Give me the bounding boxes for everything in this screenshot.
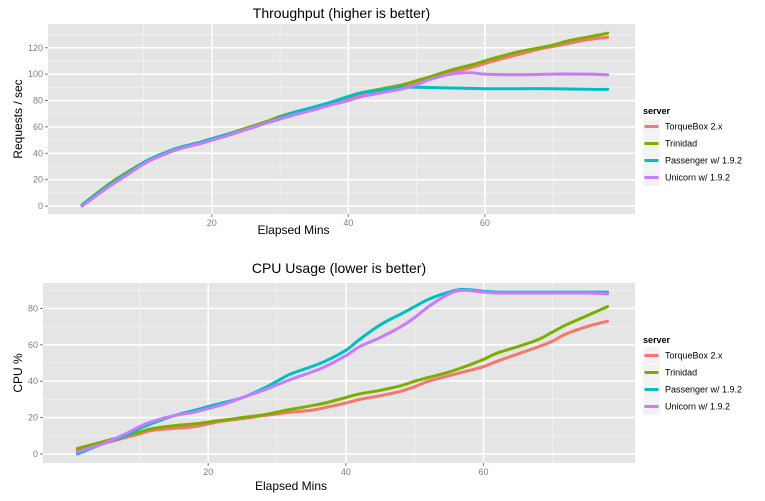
cpu-usage-chart: 20 40 60 0 20 40 60 80 CPU Usage (lower is bette… xyxy=(11,260,742,493)
x-tick-label: 60 xyxy=(479,467,489,477)
legend-title: server xyxy=(643,106,671,116)
y-tick-label: 60 xyxy=(33,122,43,132)
y-tick-label: 20 xyxy=(28,413,38,423)
y-tick-label: 20 xyxy=(33,175,43,185)
series-line-1 xyxy=(75,305,609,450)
y-tick-label: 80 xyxy=(33,96,43,106)
y-tick-label: 0 xyxy=(33,449,38,459)
series-line-3 xyxy=(80,71,610,208)
x-axis-label: Elapsed Mins xyxy=(255,479,327,493)
series-line-3 xyxy=(75,288,609,454)
x-axis-label: Elapsed Mins xyxy=(257,223,329,237)
chart-title: CPU Usage (lower is better) xyxy=(252,260,426,276)
plot-panel xyxy=(48,24,635,214)
x-tick-label: 40 xyxy=(343,218,353,228)
legend-entry-label: TorqueBox 2.x xyxy=(665,351,723,361)
x-tick-label: 40 xyxy=(341,467,351,477)
throughput-chart: 20 40 60 0 20 40 60 80 100 120 Throughput (higher … xyxy=(11,5,742,237)
y-tick-label: 40 xyxy=(33,148,43,158)
y-tick-label: 60 xyxy=(28,340,38,350)
y-tick-label: 120 xyxy=(28,43,43,53)
y-tick-label: 100 xyxy=(28,69,43,79)
x-tick-label: 60 xyxy=(480,218,490,228)
y-tick-label: 80 xyxy=(28,303,38,313)
legend-entry-label: Unicorn w/ 1.9.2 xyxy=(665,173,730,183)
legend-entry-label: Trinidad xyxy=(665,368,697,378)
legend-entry-label: Unicorn w/ 1.9.2 xyxy=(665,402,730,412)
y-axis-label: Requests / sec xyxy=(11,79,25,158)
y-tick-label: 40 xyxy=(28,376,38,386)
legend-entry-label: Passenger w/ 1.9.2 xyxy=(665,156,742,166)
y-tick-label: 0 xyxy=(38,201,43,211)
legend-entry-label: Passenger w/ 1.9.2 xyxy=(665,385,742,395)
series-line-0 xyxy=(75,319,609,452)
legend-title: server xyxy=(643,335,671,345)
x-tick-label: 20 xyxy=(207,218,217,228)
chart-title: Throughput (higher is better) xyxy=(253,5,430,21)
legend-entry-label: TorqueBox 2.x xyxy=(665,122,723,132)
x-tick-label: 20 xyxy=(203,467,213,477)
legend-entry-label: Trinidad xyxy=(665,139,697,149)
y-axis-label: CPU % xyxy=(11,353,25,393)
